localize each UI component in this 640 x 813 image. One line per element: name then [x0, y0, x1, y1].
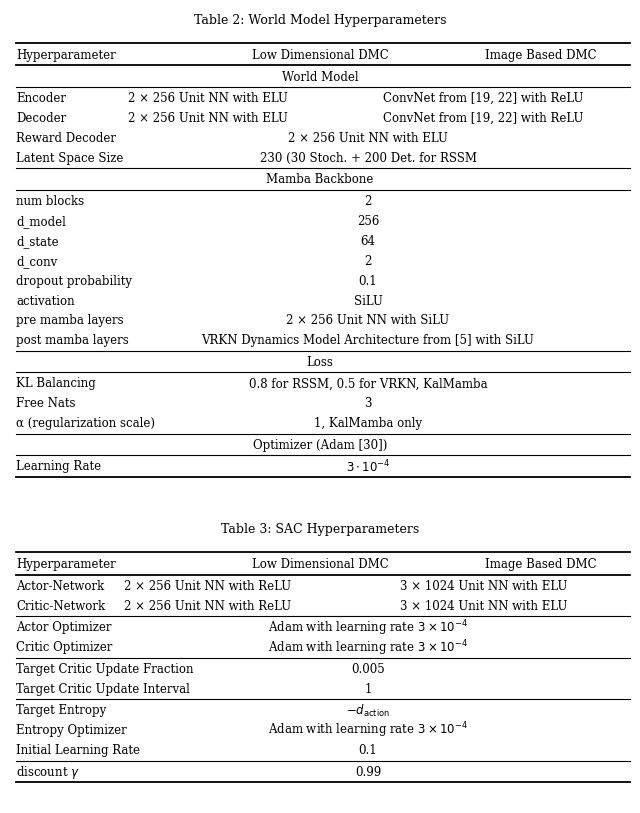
Text: d_model: d_model — [16, 215, 66, 228]
Text: Image Based DMC: Image Based DMC — [485, 49, 596, 62]
Text: 0.8 for RSSM, 0.5 for VRKN, KalMamba: 0.8 for RSSM, 0.5 for VRKN, KalMamba — [249, 377, 487, 390]
Text: Optimizer (Adam [30]): Optimizer (Adam [30]) — [253, 439, 387, 452]
Text: 2 × 256 Unit NN with ELU: 2 × 256 Unit NN with ELU — [288, 132, 448, 145]
Text: discount $\gamma$: discount $\gamma$ — [16, 763, 80, 780]
Text: Target Critic Update Fraction: Target Critic Update Fraction — [16, 663, 193, 676]
Text: Image Based DMC: Image Based DMC — [485, 559, 596, 572]
Text: d_state: d_state — [16, 235, 59, 248]
Text: Learning Rate: Learning Rate — [16, 460, 101, 473]
Text: Latent Space Size: Latent Space Size — [16, 152, 124, 165]
Text: VRKN Dynamics Model Architecture from [5] with SiLU: VRKN Dynamics Model Architecture from [5… — [202, 334, 534, 347]
Text: 0.1: 0.1 — [358, 744, 378, 757]
Text: World Model: World Model — [282, 71, 358, 84]
Text: Entropy Optimizer: Entropy Optimizer — [16, 724, 127, 737]
Text: 2 × 256 Unit NN with SiLU: 2 × 256 Unit NN with SiLU — [287, 315, 449, 328]
Text: Target Critic Update Interval: Target Critic Update Interval — [16, 683, 190, 696]
Text: Mamba Backbone: Mamba Backbone — [266, 173, 374, 186]
Text: 2 × 256 Unit NN with ReLU: 2 × 256 Unit NN with ReLU — [124, 600, 292, 613]
Text: 2: 2 — [364, 254, 372, 267]
Text: Loss: Loss — [307, 356, 333, 369]
Text: Table 2: World Model Hyperparameters: Table 2: World Model Hyperparameters — [194, 14, 446, 27]
Text: Low Dimensional DMC: Low Dimensional DMC — [252, 559, 388, 572]
Text: 1, KalMamba only: 1, KalMamba only — [314, 417, 422, 430]
Text: 3 × 1024 Unit NN with ELU: 3 × 1024 Unit NN with ELU — [399, 580, 567, 593]
Text: Critic Optimizer: Critic Optimizer — [16, 641, 113, 654]
Text: 0.99: 0.99 — [355, 766, 381, 779]
Text: 3 × 1024 Unit NN with ELU: 3 × 1024 Unit NN with ELU — [399, 600, 567, 613]
Text: Encoder: Encoder — [16, 92, 66, 105]
Text: Target Entropy: Target Entropy — [16, 704, 106, 717]
Text: Free Nats: Free Nats — [16, 398, 76, 411]
Text: activation: activation — [16, 294, 75, 307]
Text: Table 3: SAC Hyperparameters: Table 3: SAC Hyperparameters — [221, 524, 419, 536]
Text: 1: 1 — [364, 683, 372, 696]
Text: d_conv: d_conv — [16, 254, 57, 267]
Text: 230 (30 Stoch. + 200 Det. for RSSM: 230 (30 Stoch. + 200 Det. for RSSM — [259, 152, 477, 165]
Text: Adam with learning rate $3 \times 10^{-4}$: Adam with learning rate $3 \times 10^{-4… — [268, 721, 468, 741]
Text: Low Dimensional DMC: Low Dimensional DMC — [252, 49, 388, 62]
Text: SiLU: SiLU — [353, 294, 383, 307]
Text: Adam with learning rate $3 \times 10^{-4}$: Adam with learning rate $3 \times 10^{-4… — [268, 618, 468, 637]
Text: $3 \cdot 10^{-4}$: $3 \cdot 10^{-4}$ — [346, 459, 390, 475]
Text: ConvNet from [19, 22] with ReLU: ConvNet from [19, 22] with ReLU — [383, 92, 584, 105]
Text: pre mamba layers: pre mamba layers — [16, 315, 124, 328]
Text: 2: 2 — [364, 195, 372, 208]
Text: Hyperparameter: Hyperparameter — [16, 559, 116, 572]
Text: α (regularization scale): α (regularization scale) — [16, 417, 155, 430]
Text: 0.005: 0.005 — [351, 663, 385, 676]
Text: Adam with learning rate $3 \times 10^{-4}$: Adam with learning rate $3 \times 10^{-4… — [268, 638, 468, 658]
Text: KL Balancing: KL Balancing — [16, 377, 96, 390]
Text: 0.1: 0.1 — [358, 275, 378, 288]
Text: 64: 64 — [360, 235, 376, 248]
Text: Decoder: Decoder — [16, 112, 67, 125]
Text: num blocks: num blocks — [16, 195, 84, 208]
Text: Hyperparameter: Hyperparameter — [16, 49, 116, 62]
Text: Initial Learning Rate: Initial Learning Rate — [16, 744, 140, 757]
Text: post mamba layers: post mamba layers — [16, 334, 129, 347]
Text: 2 × 256 Unit NN with ReLU: 2 × 256 Unit NN with ReLU — [124, 580, 292, 593]
Text: Critic-Network: Critic-Network — [16, 600, 105, 613]
Text: Actor-Network: Actor-Network — [16, 580, 104, 593]
Text: Reward Decoder: Reward Decoder — [16, 132, 116, 145]
Text: dropout probability: dropout probability — [16, 275, 132, 288]
Text: ConvNet from [19, 22] with ReLU: ConvNet from [19, 22] with ReLU — [383, 112, 584, 125]
Text: 3: 3 — [364, 398, 372, 411]
Text: 2 × 256 Unit NN with ELU: 2 × 256 Unit NN with ELU — [128, 112, 288, 125]
Text: 256: 256 — [357, 215, 379, 228]
Text: 2 × 256 Unit NN with ELU: 2 × 256 Unit NN with ELU — [128, 92, 288, 105]
Text: $-d_{\mathrm{action}}$: $-d_{\mathrm{action}}$ — [346, 702, 390, 719]
Text: Actor Optimizer: Actor Optimizer — [16, 621, 111, 634]
